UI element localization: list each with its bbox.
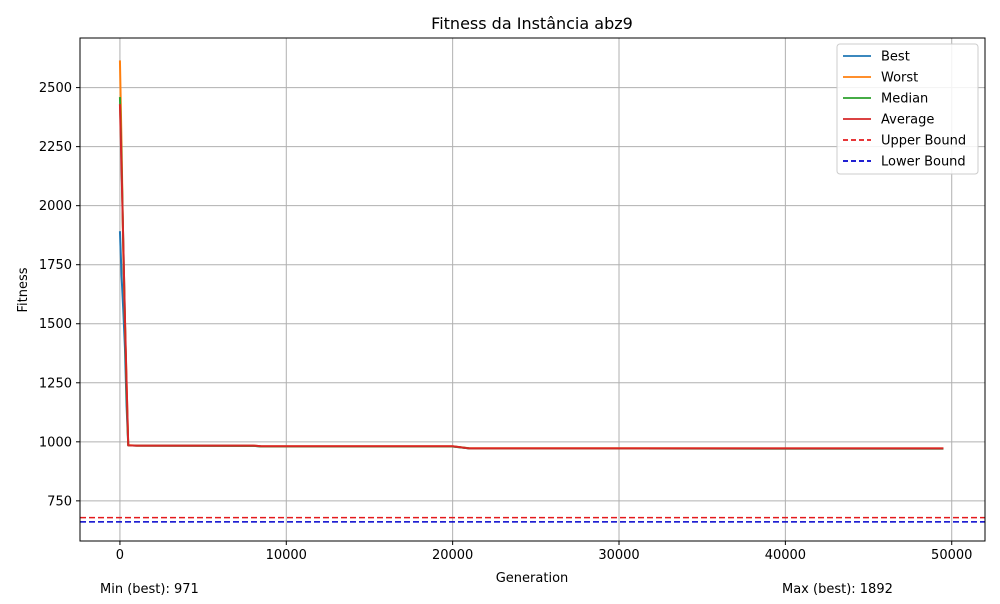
legend-label-upper-bound: Upper Bound	[881, 134, 966, 149]
min-best-note: Min (best): 971	[100, 582, 199, 597]
x-tick-label: 20000	[432, 548, 473, 563]
y-tick-label: 750	[47, 494, 72, 509]
series-best-line	[118, 231, 944, 450]
plot-frame	[79, 37, 986, 542]
x-tick-label: 10000	[266, 548, 307, 563]
series-worst-line	[118, 60, 944, 450]
y-tick-label: 1000	[39, 435, 72, 450]
legend-box	[836, 43, 979, 175]
x-ticks: 0 10000 20000 30000 40000 50000	[116, 541, 972, 563]
x-tick-label: 50000	[931, 548, 972, 563]
x-axis-label: Generation	[496, 571, 569, 586]
bound-lines	[80, 516, 985, 523]
legend-label-median: Median	[881, 92, 928, 107]
legend-label-lower-bound: Lower Bound	[881, 155, 966, 170]
chart-title: Fitness da Instância abz9	[431, 14, 633, 33]
legend-label-best: Best	[881, 50, 910, 65]
series-median-line	[118, 97, 944, 450]
legend-label-average: Average	[881, 113, 934, 128]
max-best-note: Max (best): 1892	[782, 582, 893, 597]
y-ticks: 750 1000 1250 1500 1750 2000 2250 2500	[39, 81, 80, 509]
y-tick-label: 1250	[39, 376, 72, 391]
legend-label-worst: Worst	[881, 71, 918, 86]
x-tick-label: 30000	[598, 548, 639, 563]
series-average-line	[118, 104, 944, 450]
y-tick-label: 1750	[39, 258, 72, 273]
y-tick-label: 1500	[39, 317, 72, 332]
y-tick-label: 2250	[39, 140, 72, 155]
series-lines	[118, 60, 944, 450]
y-tick-label: 2500	[39, 81, 72, 96]
y-tick-label: 2000	[39, 199, 72, 214]
legend: Best Worst Median Average Upper Bound Lower B…	[836, 43, 979, 175]
x-tick-label: 0	[116, 548, 124, 563]
x-tick-label: 40000	[765, 548, 806, 563]
y-axis-label: Fitness	[16, 267, 31, 312]
